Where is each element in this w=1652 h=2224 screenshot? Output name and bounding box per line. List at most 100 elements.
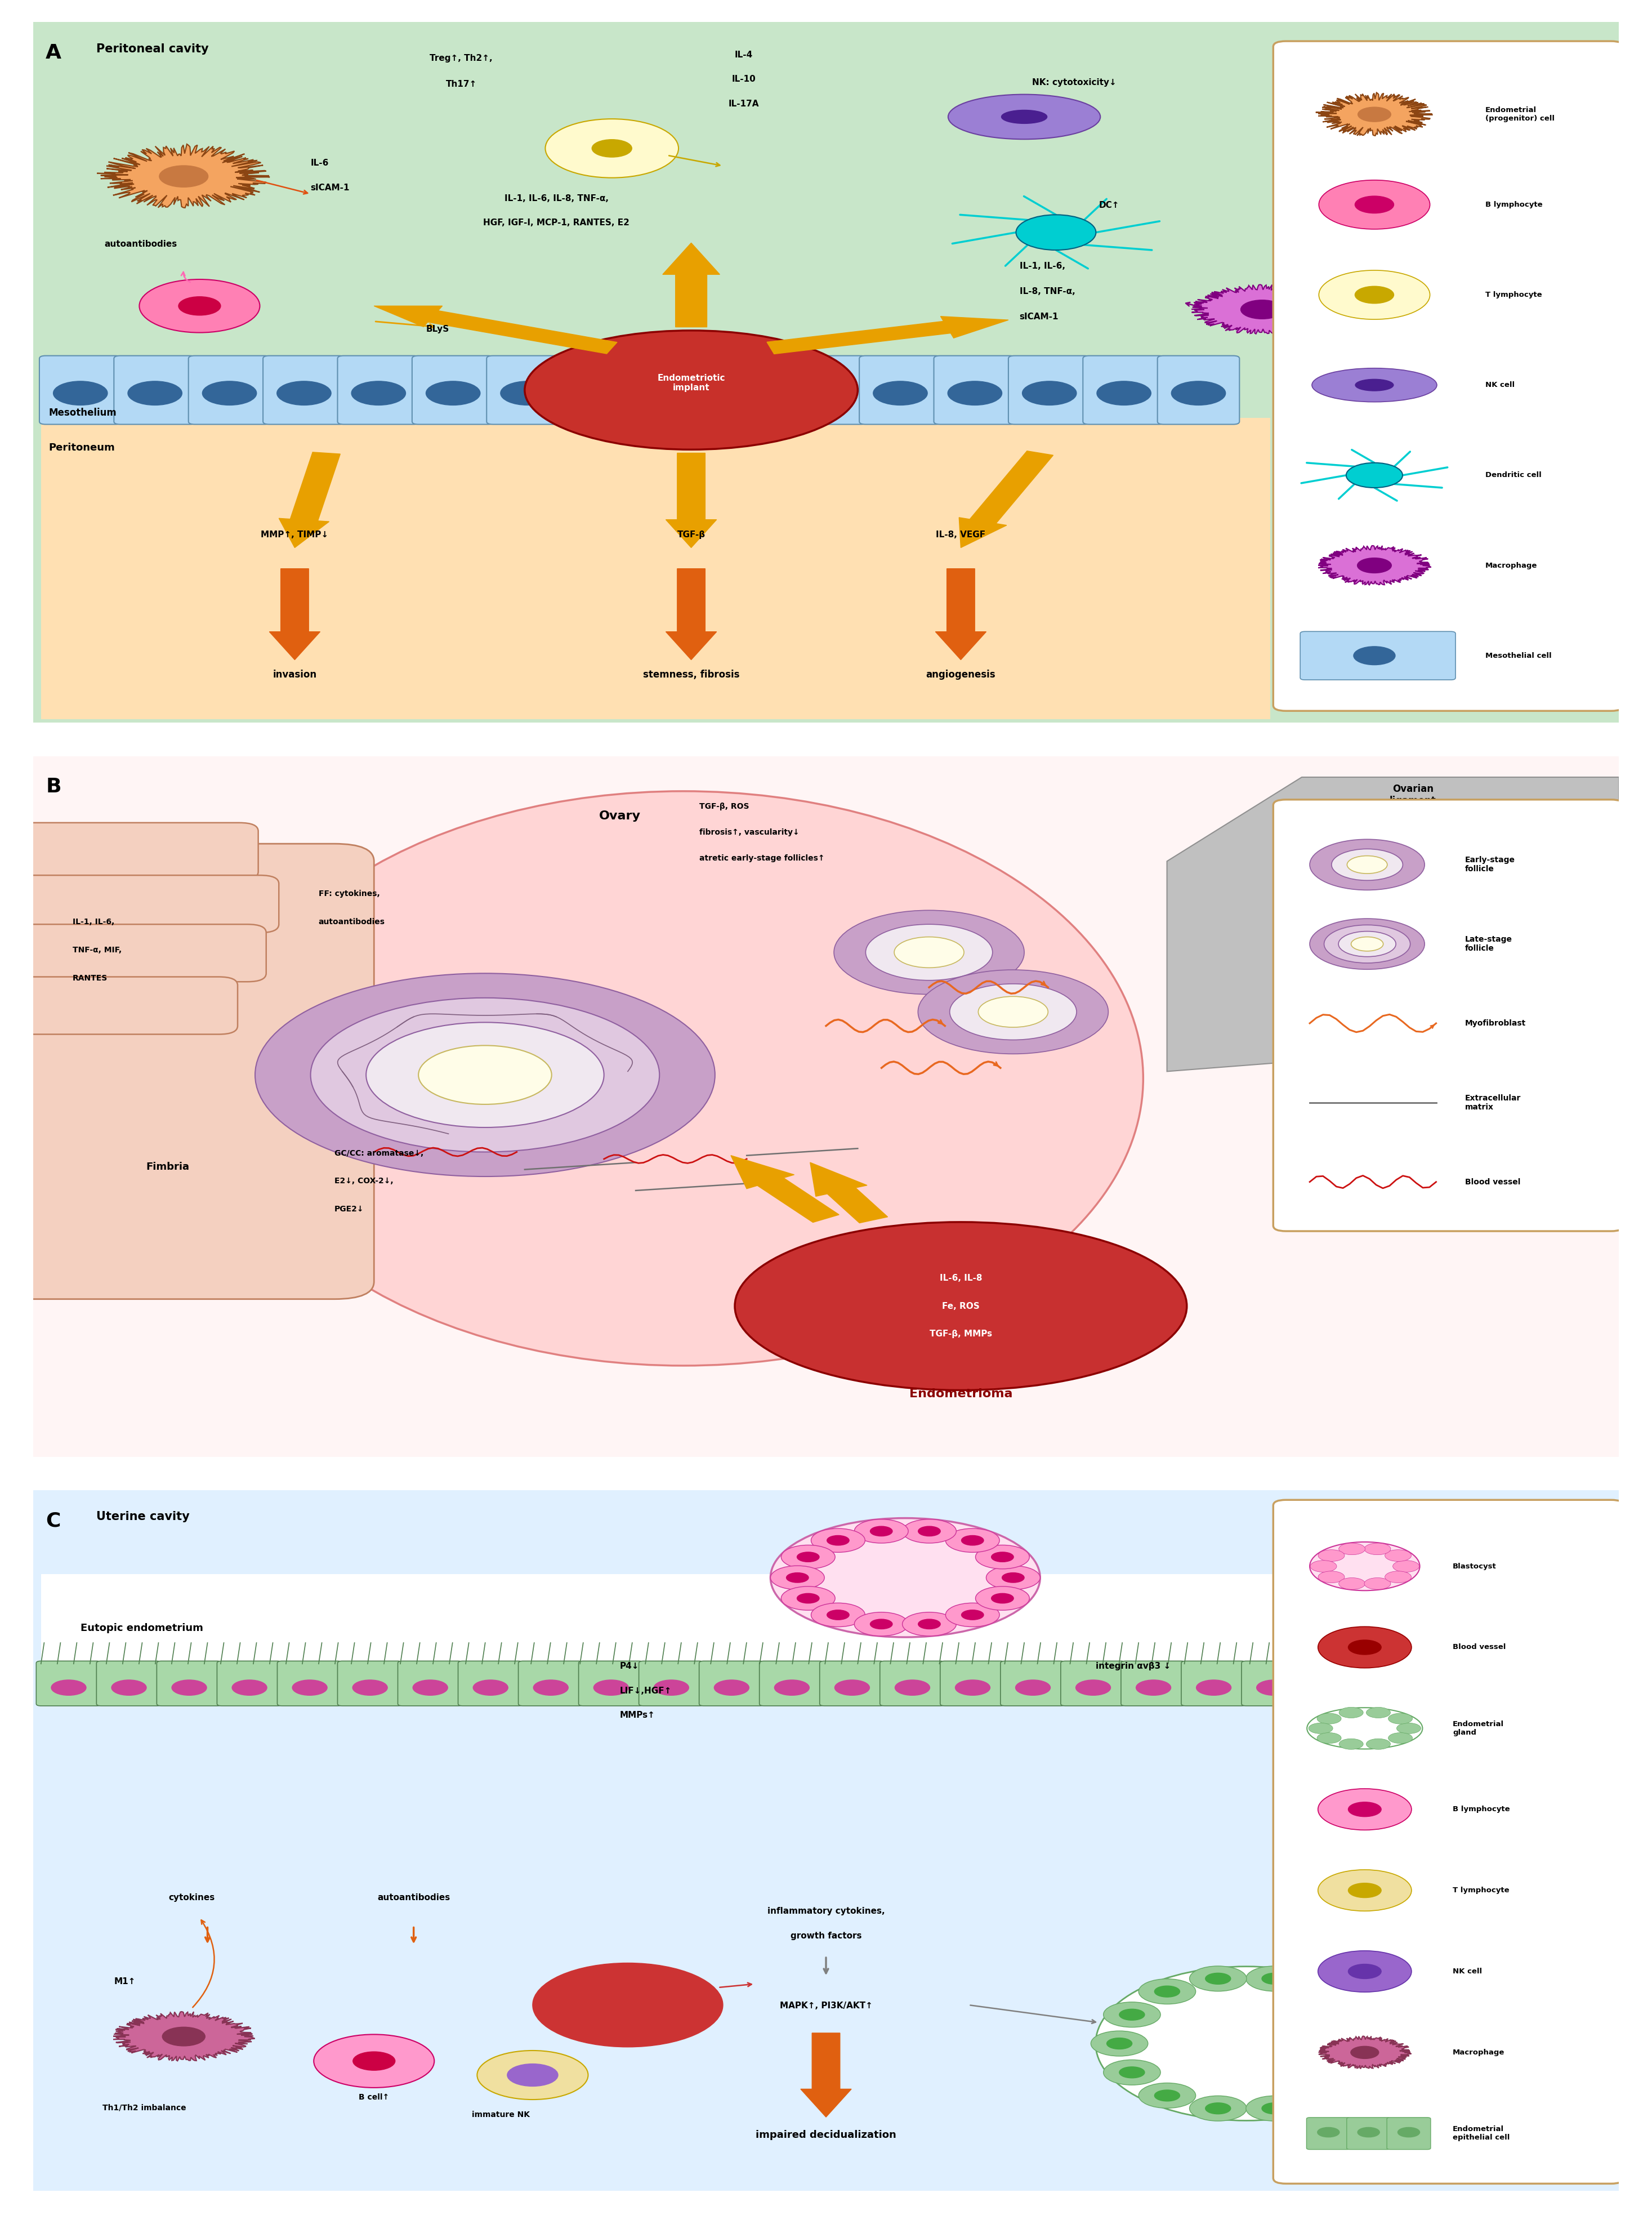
Circle shape bbox=[1340, 1739, 1363, 1750]
Circle shape bbox=[902, 1612, 957, 1637]
Text: M2↑: M2↑ bbox=[1318, 267, 1340, 276]
Circle shape bbox=[1107, 2037, 1132, 2048]
Circle shape bbox=[1310, 838, 1424, 890]
FancyBboxPatch shape bbox=[1388, 2117, 1431, 2148]
Circle shape bbox=[950, 983, 1077, 1041]
FancyBboxPatch shape bbox=[278, 1661, 342, 1706]
Polygon shape bbox=[730, 1156, 839, 1223]
Circle shape bbox=[1355, 196, 1394, 214]
Text: autoantibodies: autoantibodies bbox=[104, 240, 177, 249]
Circle shape bbox=[1384, 1550, 1411, 1561]
Ellipse shape bbox=[948, 93, 1100, 140]
Circle shape bbox=[311, 999, 659, 1152]
Circle shape bbox=[1318, 1950, 1411, 1993]
Text: Uterine cavity: Uterine cavity bbox=[96, 1510, 190, 1523]
Circle shape bbox=[834, 1679, 869, 1695]
FancyBboxPatch shape bbox=[1274, 801, 1624, 1232]
Circle shape bbox=[162, 2026, 205, 2046]
Circle shape bbox=[1366, 1739, 1391, 1750]
FancyBboxPatch shape bbox=[411, 356, 494, 425]
Circle shape bbox=[1318, 1788, 1411, 1830]
Circle shape bbox=[1016, 216, 1095, 249]
Circle shape bbox=[1075, 1679, 1110, 1695]
Circle shape bbox=[796, 1592, 819, 1604]
Polygon shape bbox=[1318, 545, 1431, 585]
FancyBboxPatch shape bbox=[881, 1661, 945, 1706]
Circle shape bbox=[975, 1546, 1029, 1568]
Circle shape bbox=[654, 1679, 689, 1695]
FancyBboxPatch shape bbox=[1181, 1661, 1246, 1706]
Ellipse shape bbox=[735, 1221, 1186, 1390]
Circle shape bbox=[770, 1566, 824, 1590]
Text: Macrophage: Macrophage bbox=[1485, 563, 1538, 569]
Circle shape bbox=[1348, 2008, 1373, 2019]
Polygon shape bbox=[801, 2033, 851, 2117]
Circle shape bbox=[1310, 919, 1424, 970]
FancyBboxPatch shape bbox=[785, 356, 867, 425]
Text: DC↑: DC↑ bbox=[1099, 200, 1120, 209]
Text: LIF↓,HGF↑: LIF↓,HGF↑ bbox=[620, 1686, 672, 1695]
Text: M1↑: M1↑ bbox=[114, 1977, 135, 1986]
Circle shape bbox=[127, 380, 182, 405]
Text: IL-6: IL-6 bbox=[311, 160, 329, 167]
Circle shape bbox=[1384, 1570, 1411, 1583]
Circle shape bbox=[1120, 2066, 1145, 2077]
Circle shape bbox=[1348, 2066, 1373, 2077]
Circle shape bbox=[593, 1679, 628, 1695]
Circle shape bbox=[770, 1519, 1041, 1637]
FancyBboxPatch shape bbox=[1300, 632, 1455, 681]
Circle shape bbox=[1310, 1541, 1419, 1590]
Polygon shape bbox=[97, 145, 269, 207]
Text: IL-1, IL-6,: IL-1, IL-6, bbox=[1019, 262, 1066, 271]
Circle shape bbox=[1189, 2095, 1247, 2122]
Circle shape bbox=[1348, 1639, 1381, 1655]
Circle shape bbox=[159, 165, 208, 187]
Circle shape bbox=[112, 1679, 147, 1695]
Text: invasion: invasion bbox=[273, 669, 317, 681]
Circle shape bbox=[292, 1679, 327, 1695]
Text: Peritoneal cavity: Peritoneal cavity bbox=[96, 42, 208, 56]
Circle shape bbox=[231, 1679, 268, 1695]
Circle shape bbox=[796, 1552, 819, 1561]
Circle shape bbox=[894, 936, 965, 967]
Circle shape bbox=[1365, 1577, 1391, 1590]
Text: MAPK↑, PI3K/AKT↑: MAPK↑, PI3K/AKT↑ bbox=[780, 2002, 872, 2010]
Circle shape bbox=[1332, 850, 1403, 881]
Circle shape bbox=[53, 380, 107, 405]
Circle shape bbox=[961, 1535, 983, 1546]
Text: Endometriotic
implant: Endometriotic implant bbox=[657, 374, 725, 391]
FancyBboxPatch shape bbox=[699, 1661, 765, 1706]
Text: B cell↑: B cell↑ bbox=[358, 2093, 390, 2102]
Text: Fe, ROS: Fe, ROS bbox=[942, 1301, 980, 1310]
Circle shape bbox=[534, 1679, 568, 1695]
Circle shape bbox=[172, 1679, 206, 1695]
Circle shape bbox=[1332, 2059, 1389, 2086]
FancyBboxPatch shape bbox=[1346, 2117, 1391, 2148]
Circle shape bbox=[919, 970, 1108, 1054]
Circle shape bbox=[1348, 1964, 1381, 1979]
FancyBboxPatch shape bbox=[710, 356, 793, 425]
Circle shape bbox=[854, 1612, 909, 1637]
Circle shape bbox=[945, 1528, 999, 1552]
Text: B: B bbox=[46, 776, 61, 796]
Circle shape bbox=[1318, 271, 1431, 320]
Circle shape bbox=[866, 925, 993, 981]
Circle shape bbox=[1104, 2059, 1160, 2086]
Circle shape bbox=[798, 380, 852, 405]
Text: IL-8, TNF-α,: IL-8, TNF-α, bbox=[1019, 287, 1075, 296]
Polygon shape bbox=[279, 451, 340, 547]
Circle shape bbox=[352, 380, 406, 405]
Text: inflammatory cytokines,: inflammatory cytokines, bbox=[767, 1908, 885, 1915]
FancyBboxPatch shape bbox=[337, 1661, 403, 1706]
Polygon shape bbox=[666, 569, 717, 661]
Circle shape bbox=[202, 380, 256, 405]
Polygon shape bbox=[1318, 2037, 1411, 2068]
Circle shape bbox=[1318, 1550, 1345, 1561]
Text: T lymphocyte: T lymphocyte bbox=[1452, 1886, 1510, 1895]
Circle shape bbox=[649, 380, 704, 405]
Circle shape bbox=[786, 1572, 808, 1583]
Ellipse shape bbox=[1095, 1966, 1398, 2122]
FancyBboxPatch shape bbox=[1242, 1661, 1307, 1706]
Polygon shape bbox=[809, 1163, 887, 1223]
Circle shape bbox=[418, 1045, 552, 1105]
